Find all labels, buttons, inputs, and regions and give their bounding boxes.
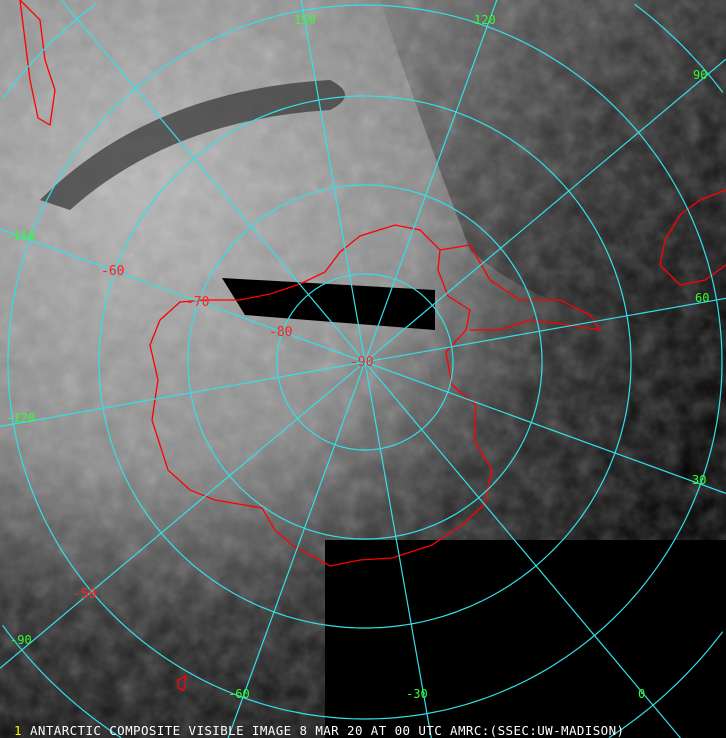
coastline-antarctica: [149, 224, 493, 567]
latitude-circle: [276, 273, 454, 451]
lat-label-m90: -90: [350, 355, 373, 370]
cloud-band-dark: [40, 80, 345, 210]
meridian-line: [0, 228, 366, 363]
coastlines: [19, 0, 726, 691]
meridian-line: [364, 361, 432, 738]
lon-label-60: 60: [695, 291, 709, 305]
meridian-line: [0, 361, 366, 669]
lon-label-m60: -60: [228, 687, 250, 701]
meridian-line: [364, 297, 726, 363]
lat-label-m80: -80: [269, 325, 292, 340]
latitude-circle: [2, 3, 96, 100]
latitude-circle: [98, 95, 632, 629]
meridian-line: [227, 361, 366, 738]
latitude-labels: -50 -60 -70 -80 -90: [73, 264, 373, 602]
coastline-peninsula: [439, 244, 602, 331]
lat-label-m60: -60: [101, 264, 124, 279]
latitude-circle: [2, 624, 122, 738]
lon-label-90: 90: [693, 68, 707, 82]
meridian-line: [300, 0, 366, 363]
longitude-labels: 150 120 90 60 30 0 -30 -60 -90 -120 -150: [6, 13, 709, 701]
latitude-circle: [634, 3, 724, 93]
meridian-line: [364, 58, 726, 363]
coastline-island: [177, 674, 187, 691]
lat-label-m50: -50: [73, 587, 96, 602]
meridian-line: [364, 0, 498, 363]
meridian-line: [0, 361, 366, 427]
latitude-circle: [7, 4, 723, 720]
lon-label-120: 120: [474, 13, 496, 27]
lon-label-m150: -150: [6, 229, 35, 243]
lat-label-m70: -70: [186, 295, 209, 310]
caption-marker: 1: [14, 723, 22, 738]
meridian-line: [364, 361, 681, 738]
latitude-circle: [187, 184, 543, 540]
lon-label-m90: -90: [10, 633, 32, 647]
lon-label-150: 150: [294, 13, 316, 27]
coastline-south-america: [19, 0, 56, 127]
meridian-line: [364, 361, 726, 494]
lon-label-m120: -120: [6, 411, 35, 425]
lon-label-m30: -30: [406, 687, 428, 701]
lon-label-0: 0: [638, 687, 645, 701]
imagery-lower-dark: [325, 540, 726, 738]
meridian-line: [60, 0, 366, 363]
coastline-east: [659, 189, 726, 286]
image-caption: ANTARCTIC COMPOSITE VISIBLE IMAGE 8 MAR …: [30, 723, 625, 738]
lon-label-30: 30: [692, 473, 706, 487]
latitude-circle: [608, 631, 724, 738]
